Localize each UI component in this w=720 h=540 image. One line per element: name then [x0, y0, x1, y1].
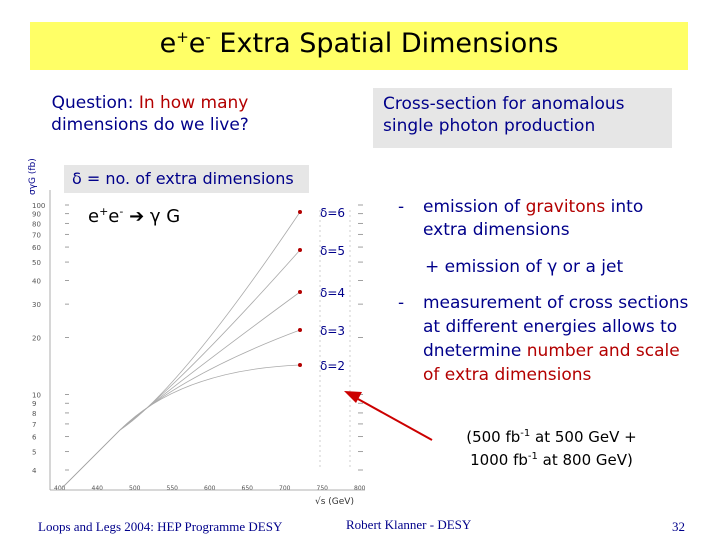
bullet-emission-gravitons: - emission of gravitons into extra dimen…: [398, 197, 644, 240]
y-tick-label: 9: [32, 400, 36, 408]
x-tick-label: 700: [279, 485, 291, 492]
y-tick-label: 7: [32, 421, 36, 429]
curve-label: δ=3: [320, 324, 345, 338]
title-bar: e+e- Extra Spatial Dimensions: [30, 22, 688, 70]
curve-endpoint: [298, 210, 302, 214]
x-tick-label: 500: [129, 485, 141, 492]
y-tick-label: 70: [32, 231, 41, 239]
plot-ylabel: σγG (fb): [28, 158, 38, 195]
delta-definition-box: δ = no. of extra dimensions: [64, 165, 309, 193]
slide-title: e+e- Extra Spatial Dimensions: [159, 28, 559, 59]
curve-endpoint: [298, 290, 302, 294]
y-tick-label: 90: [32, 211, 41, 219]
footer-conference: Loops and Legs 2004: HEP Programme DESY: [38, 519, 283, 534]
y-tick-label: 50: [32, 259, 41, 267]
bullet-emission-gamma: + emission of γ or a jet: [425, 257, 624, 277]
y-tick-label: 5: [32, 449, 36, 457]
x-tick-label: 400: [54, 485, 66, 492]
y-tick-label: 6: [32, 434, 37, 442]
footer-author: Robert Klanner - DESY: [346, 517, 472, 532]
curve-label: δ=6: [320, 206, 345, 220]
y-tick-label: 80: [32, 220, 41, 228]
x-tick-label: 750: [317, 485, 329, 492]
x-tick-label: 440: [92, 485, 104, 492]
delta-definition: δ = no. of extra dimensions: [72, 169, 294, 188]
arrow-icon: ➔: [129, 206, 145, 227]
plot-curves: [59, 210, 351, 491]
cross-section-box: Cross-section for anomalous single photo…: [373, 88, 672, 148]
curve-endpoint: [298, 363, 302, 367]
x-tick-label: 600: [204, 485, 216, 492]
reaction-label: e+e- ➔ γ G: [88, 205, 181, 227]
y-tick-label: 60: [32, 244, 41, 252]
question-text: Question: In how many dimensions do we l…: [51, 93, 249, 135]
bullet-measurement: - measurement of cross sections at diffe…: [398, 293, 689, 385]
y-tick-label: 40: [32, 277, 41, 285]
y-tick-label: 8: [32, 410, 36, 418]
plot-curve-labels: δ=6 δ=5 δ=4 δ=3 δ=2: [320, 206, 345, 373]
plot-x-ticks: 400 440 500 550 600 650 700 750 800: [54, 485, 366, 492]
y-tick-label: 20: [32, 335, 41, 343]
plot-xlabel: √s (GeV): [315, 496, 354, 507]
y-tick-label: 100: [32, 202, 45, 210]
x-tick-label: 550: [167, 485, 179, 492]
curve-endpoint: [298, 328, 302, 332]
x-tick-label: 650: [242, 485, 254, 492]
x-tick-label: 800: [354, 485, 366, 492]
y-tick-label: 10: [32, 392, 41, 400]
curve-label: δ=4: [320, 286, 345, 300]
y-tick-label: 4: [32, 467, 37, 475]
y-tick-label: 30: [32, 301, 41, 309]
curve-endpoint: [298, 248, 302, 252]
luminosity-note: (500 fb-1 at 500 GeV + 1000 fb-1 at 800 …: [466, 428, 637, 469]
curve-label: δ=2: [320, 359, 345, 373]
page-number: 32: [672, 519, 685, 534]
cross-section-text: Cross-section for anomalous single photo…: [383, 94, 625, 136]
curve-line: [59, 364, 301, 491]
curve-label: δ=5: [320, 244, 345, 258]
